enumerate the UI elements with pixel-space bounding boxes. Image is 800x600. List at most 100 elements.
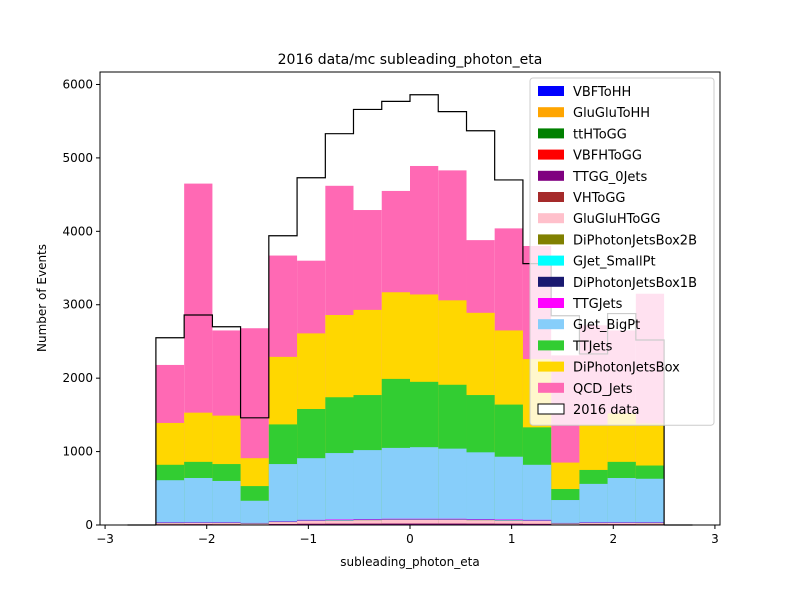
x-tick-label: 1: [508, 532, 516, 546]
y-tick-label: 5000: [62, 151, 93, 165]
x-tick-label: 0: [406, 532, 414, 546]
legend-label: DiPhotonJetsBox2B: [573, 233, 697, 248]
bar-glugluhtogg-10: [438, 519, 467, 525]
legend-label: 2016 data: [573, 403, 640, 418]
bar-gjet-bigpt-16: [607, 478, 636, 525]
x-tick-label: −1: [300, 532, 318, 546]
legend-label: GJet_BigPt: [573, 318, 640, 333]
legend-item-ttgg-0jets: TTGG_0Jets: [538, 170, 648, 185]
legend-item-vhtogg: VHToGG: [538, 191, 626, 206]
legend-label: VBFToHH: [573, 85, 631, 100]
series-glugluhtogg: [155, 519, 665, 525]
bar-ttgg-0jets-13: [522, 523, 552, 525]
bar-glugluhtogg-13: [522, 520, 552, 525]
y-tick-label: 2000: [62, 371, 93, 385]
legend-swatch: [538, 107, 564, 118]
legend-swatch: [538, 192, 564, 202]
legend-item-gjet-bigpt: GJet_BigPt: [538, 318, 640, 333]
bar-gjet-bigpt-1: [184, 478, 213, 525]
legend-swatch: [538, 213, 564, 224]
bar-ttgg-0jets-8: [381, 523, 410, 525]
series-gjet-bigpt: [155, 447, 665, 525]
legend-item-ttjets: TTJets: [538, 339, 613, 354]
legend-item-2016-data: 2016 data: [537, 403, 640, 418]
bar-ttgg-0jets-7: [353, 523, 382, 525]
bar-ttgg-0jets-12: [494, 523, 523, 525]
legend-item-diphotonjetsbox2b: DiPhotonJetsBox2B: [538, 233, 697, 248]
legend-label: GJet_SmallPt: [573, 255, 656, 270]
legend-swatch: [538, 149, 564, 160]
bar-gjet-bigpt-0: [155, 480, 185, 525]
chart-title: 2016 data/mc subleading_photon_eta: [278, 52, 543, 68]
legend: VBFToHH GluGluToHH ttHToGG VBFHToGG TTGG_0Je…: [529, 77, 715, 426]
y-axis-ticks: 0 1000 2000 3000 4000 5000 6000: [62, 77, 100, 532]
bar-gjet-bigpt-15: [579, 483, 608, 525]
bar-ttgg-0jets-6: [325, 523, 354, 525]
bar-glugluhtogg-2: [212, 523, 241, 525]
bar-glugluhtogg-1: [184, 523, 213, 525]
bar-glugluhtogg-16: [607, 523, 636, 525]
legend-label: ttHToGG: [573, 127, 627, 142]
legend-label: TTGG_0Jets: [572, 170, 648, 185]
y-tick-label: 6000: [62, 77, 93, 91]
legend-label: TTGJets: [572, 297, 623, 312]
y-axis-label: Number of Events: [35, 244, 49, 352]
bar-gjet-bigpt-13: [522, 464, 552, 525]
legend-swatch: [538, 234, 564, 245]
y-tick-label: 0: [85, 518, 93, 532]
legend-item-vbfhtogg: VBFHToGG: [538, 149, 642, 164]
legend-swatch: [538, 361, 564, 372]
x-axis-ticks: −3 −2 −1 0 1 2 3: [96, 525, 719, 546]
legend-label: GluGluHToGG: [573, 212, 660, 227]
bar-gjet-bigpt-17: [635, 478, 665, 525]
bar-gjet-bigpt-10: [438, 448, 467, 525]
bar-gjet-bigpt-9: [410, 447, 439, 525]
bar-glugluhtogg-11: [466, 520, 495, 525]
legend-item-gjet-smallpt: GJet_SmallPt: [538, 255, 656, 270]
legend-swatch: [537, 403, 565, 415]
y-tick-label: 1000: [62, 445, 93, 459]
bar-ttgg-0jets-11: [466, 523, 495, 525]
bar-glugluhtogg-8: [381, 519, 410, 525]
bar-glugluhtogg-7: [353, 520, 382, 525]
bar-glugluhtogg-12: [494, 520, 523, 525]
bar-gjet-bigpt-8: [381, 447, 410, 525]
x-tick-label: −2: [198, 532, 216, 546]
bar-gjet-bigpt-5: [297, 458, 326, 525]
legend-label: GluGluToHH: [573, 106, 650, 121]
legend-swatch: [538, 86, 564, 96]
bar-glugluhtogg-15: [579, 523, 608, 525]
legend-label: DiPhotonJetsBox: [573, 361, 680, 376]
bar-gjet-bigpt-7: [353, 450, 382, 525]
legend-label: VHToGG: [573, 191, 626, 206]
bar-ttgg-0jets-9: [410, 523, 439, 525]
legend-swatch: [538, 255, 564, 266]
x-axis-label: subleading_photon_eta: [340, 555, 479, 569]
legend-item-ttgjets: TTGJets: [538, 297, 623, 312]
bar-glugluhtogg-17: [635, 523, 665, 525]
legend-label: QCD_Jets: [573, 382, 633, 397]
legend-swatch: [538, 170, 564, 181]
bar-ttgg-0jets-10: [438, 523, 467, 525]
bar-glugluhtogg-4: [268, 522, 298, 525]
legend-swatch: [538, 276, 564, 287]
y-tick-label: 3000: [62, 298, 93, 312]
legend-swatch: [538, 298, 564, 308]
legend-swatch: [538, 382, 564, 393]
legend-label: DiPhotonJetsBox1B: [573, 276, 697, 291]
bar-gjet-bigpt-2: [212, 480, 241, 525]
bar-glugluhtogg-6: [325, 520, 354, 525]
legend-item-gluglutohh: GluGluToHH: [538, 106, 650, 121]
legend-swatch: [538, 340, 564, 351]
x-tick-label: 3: [711, 532, 719, 546]
bar-glugluhtogg-0: [155, 523, 185, 525]
y-tick-label: 4000: [62, 224, 93, 238]
bar-glugluhtogg-5: [297, 520, 326, 525]
legend-item-diphotonjetsbox1b: DiPhotonJetsBox1B: [538, 276, 697, 291]
legend-item-diphotonjetsbox: DiPhotonJetsBox: [538, 361, 680, 376]
stacked-bars: [155, 165, 665, 526]
legend-label: TTJets: [572, 339, 613, 354]
bar-ttgg-0jets-5: [297, 523, 326, 525]
bar-glugluhtogg-9: [410, 519, 439, 525]
legend-label: VBFHToGG: [573, 149, 642, 164]
